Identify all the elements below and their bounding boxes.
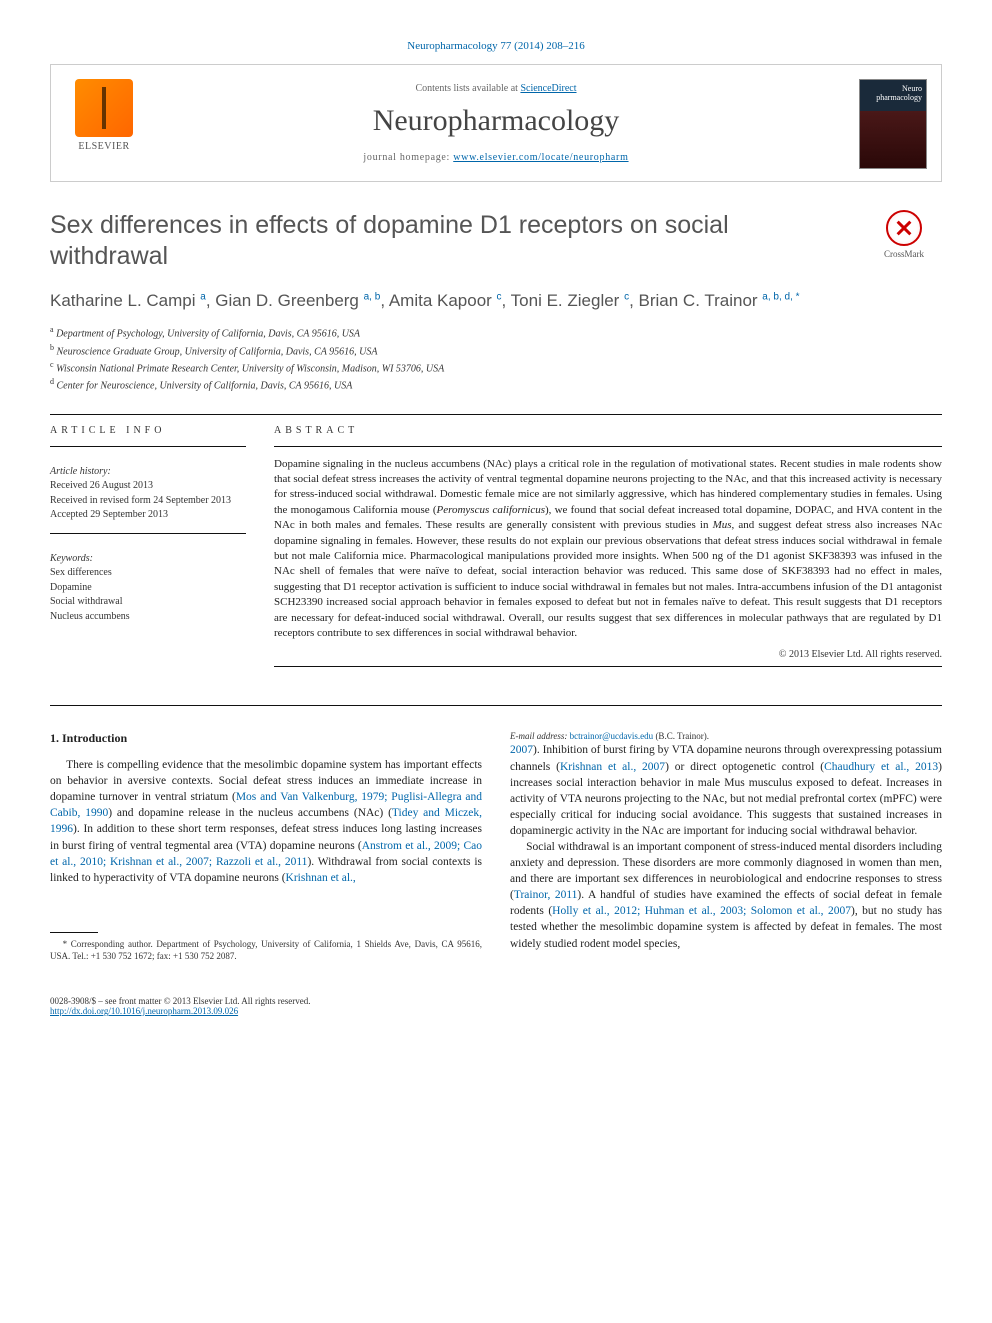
crossmark-icon	[886, 210, 922, 246]
abstract-copyright: © 2013 Elsevier Ltd. All rights reserved…	[274, 649, 942, 660]
article-title: Sex differences in effects of dopamine D…	[50, 210, 846, 273]
received-date: Received 26 August 2013	[50, 479, 246, 494]
citation-link[interactable]: Krishnan et al.,	[286, 872, 356, 884]
body-columns: 1. Introduction There is compelling evid…	[50, 730, 942, 962]
sciencedirect-link[interactable]: ScienceDirect	[520, 83, 576, 94]
journal-cover-thumbnail[interactable]: Neuro pharmacology	[859, 79, 927, 169]
crossmark-widget[interactable]: CrossMark	[866, 210, 942, 259]
divider	[50, 705, 942, 706]
contents-available-line: Contents lists available at ScienceDirec…	[161, 83, 831, 94]
divider	[50, 414, 942, 415]
keyword: Dopamine	[50, 581, 246, 596]
email-link[interactable]: bctrainor@ucdavis.edu	[570, 731, 654, 741]
citation-link[interactable]: Krishnan et al., 2007	[560, 761, 665, 773]
keyword: Social withdrawal	[50, 595, 246, 610]
affiliation-list: a Department of Psychology, University o…	[50, 324, 942, 393]
elsevier-label: ELSEVIER	[65, 141, 143, 152]
journal-header-box: ELSEVIER Neuro pharmacology Contents lis…	[50, 64, 942, 182]
divider	[274, 666, 942, 667]
divider	[50, 533, 246, 534]
keywords-label: Keywords:	[50, 552, 246, 567]
body-paragraph: Social withdrawal is an important compon…	[510, 839, 942, 952]
body-paragraph: There is compelling evidence that the me…	[50, 757, 482, 886]
body-text: ) and dopamine release in the nucleus ac…	[108, 807, 392, 819]
footnote-text: * Corresponding author. Department of Ps…	[50, 939, 482, 961]
article-info-column: ARTICLE INFO Article history: Received 2…	[50, 425, 246, 678]
homepage-label: journal homepage:	[363, 152, 453, 163]
keyword: Nucleus accumbens	[50, 610, 246, 625]
page: Neuropharmacology 77 (2014) 208–216 ELSE…	[0, 0, 992, 1056]
journal-homepage-line: journal homepage: www.elsevier.com/locat…	[161, 152, 831, 163]
body-text: ) or direct optogenetic control (	[665, 761, 824, 773]
info-abstract-row: ARTICLE INFO Article history: Received 2…	[50, 425, 942, 678]
title-row: Sex differences in effects of dopamine D…	[50, 210, 942, 273]
author-list: Katharine L. Campi a, Gian D. Greenberg …	[50, 289, 942, 313]
page-footer: 0028-3908/$ – see front matter © 2013 El…	[50, 988, 942, 1016]
journal-name: Neuropharmacology	[161, 104, 831, 138]
abstract-text: Dopamine signaling in the nucleus accumb…	[274, 457, 942, 642]
citation-link[interactable]: Holly et al., 2012; Huhman et al., 2003;…	[552, 905, 851, 917]
email-suffix: (B.C. Trainor).	[653, 731, 709, 741]
citation-link[interactable]: Trainor, 2011	[514, 889, 578, 901]
revised-date: Received in revised form 24 September 20…	[50, 494, 246, 509]
abstract-column: ABSTRACT Dopamine signaling in the nucle…	[274, 425, 942, 678]
divider	[50, 446, 246, 447]
contents-prefix: Contents lists available at	[415, 83, 520, 94]
homepage-link[interactable]: www.elsevier.com/locate/neuropharm	[453, 152, 628, 163]
article-info-heading: ARTICLE INFO	[50, 425, 246, 436]
abstract-heading: ABSTRACT	[274, 425, 942, 436]
keyword: Sex differences	[50, 566, 246, 581]
section-heading: 1. Introduction	[50, 730, 482, 747]
accepted-date: Accepted 29 September 2013	[50, 508, 246, 523]
body-paragraph: 2007). Inhibition of burst firing by VTA…	[510, 742, 942, 839]
elsevier-logo[interactable]: ELSEVIER	[65, 79, 143, 169]
journal-cover-text: Neuro pharmacology	[860, 80, 926, 106]
elsevier-tree-icon	[75, 79, 133, 137]
citation-link[interactable]: Chaudhury et al., 2013	[824, 761, 938, 773]
footer-left: 0028-3908/$ – see front matter © 2013 El…	[50, 996, 311, 1016]
crossmark-label: CrossMark	[866, 249, 942, 259]
history-label: Article history:	[50, 465, 246, 480]
doi-link[interactable]: http://dx.doi.org/10.1016/j.neuropharm.2…	[50, 1006, 238, 1016]
article-history: Article history: Received 26 August 2013…	[50, 457, 246, 523]
email-label: E-mail address:	[510, 731, 570, 741]
citation-link[interactable]: Neuropharmacology 77 (2014) 208–216	[50, 40, 942, 52]
citation-link[interactable]: 2007	[510, 744, 533, 756]
footnote-divider	[50, 932, 98, 933]
front-matter-line: 0028-3908/$ – see front matter © 2013 El…	[50, 996, 311, 1006]
keywords-block: Keywords: Sex differences Dopamine Socia…	[50, 544, 246, 625]
divider	[274, 446, 942, 447]
